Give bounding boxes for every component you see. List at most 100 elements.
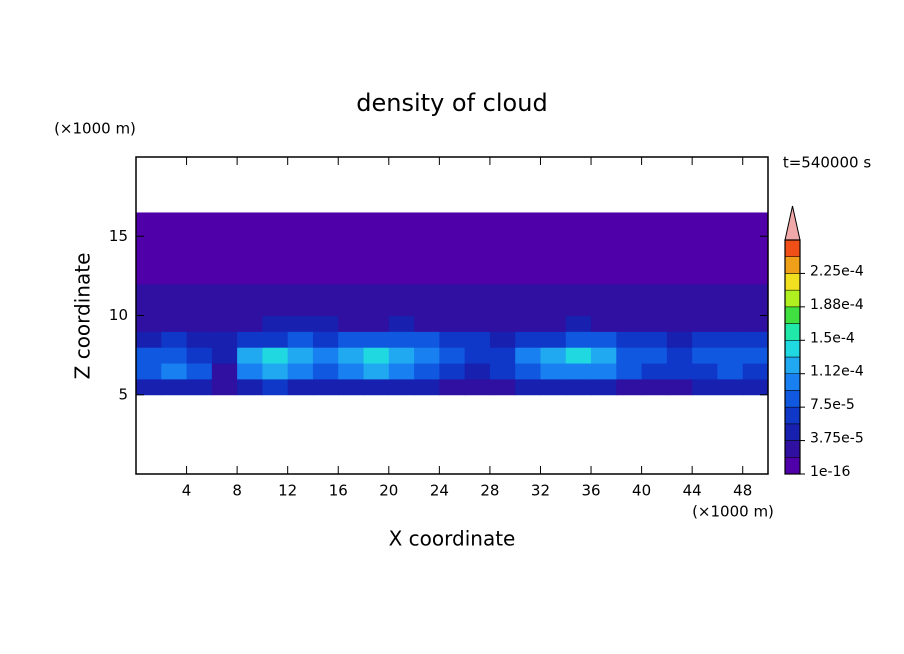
field-cell: [616, 347, 643, 364]
field-cell: [464, 363, 491, 380]
field-cell: [186, 315, 213, 332]
x-tick-label: 4: [182, 482, 192, 500]
colorbar-band: [784, 323, 801, 341]
field-cell: [414, 378, 440, 396]
x-tick-label: 24: [430, 482, 449, 500]
x-unit-label: (×1000 m): [692, 503, 774, 521]
field-cell: [363, 212, 390, 285]
field-cell: [161, 347, 188, 364]
x-tick-label: 36: [581, 482, 600, 500]
field-cell: [186, 331, 213, 348]
y-tick-label: 15: [109, 227, 128, 245]
colorbar-band: [784, 340, 801, 358]
field-cell: [692, 315, 718, 332]
colorbar-band: [784, 406, 801, 425]
field-cell: [414, 347, 440, 364]
field-cell: [136, 363, 162, 380]
colorbar-band: [784, 356, 801, 374]
field-cell: [363, 331, 390, 348]
field-cell: [262, 378, 289, 396]
x-tick-label: 20: [379, 482, 398, 500]
y-axis-label: Z coordinate: [71, 253, 95, 380]
field-cell: [262, 347, 289, 364]
field-cell: [312, 363, 339, 380]
colorbar-band: [784, 390, 801, 408]
field-cell: [717, 363, 744, 380]
field-cell: [515, 212, 541, 285]
field-cell: [312, 347, 339, 364]
field-cell: [616, 283, 643, 316]
colorbar-tick-label: 1.5e-4: [810, 330, 855, 346]
field-cell: [439, 212, 466, 285]
field-cell: [287, 331, 314, 348]
field-cell: [515, 283, 541, 316]
field-cell: [136, 331, 162, 348]
colorbar-band: [784, 239, 801, 257]
colorbar-tick-label: 7.5e-5: [810, 397, 855, 413]
field-cell: [414, 331, 440, 348]
field-cell: [186, 283, 213, 316]
field-cell: [641, 347, 668, 364]
field-cell: [565, 315, 592, 332]
field-cell: [414, 315, 440, 332]
field-cell: [742, 212, 769, 285]
field-cell: [692, 347, 718, 364]
field-cell: [363, 315, 390, 332]
field-cell: [338, 212, 365, 285]
field-cell: [540, 363, 567, 380]
field-cell: [666, 315, 693, 332]
x-tick-label: 48: [733, 482, 752, 500]
field-cell: [464, 378, 491, 396]
colorbar-tick-label: 1e-16: [810, 464, 850, 480]
field-cell: [211, 331, 238, 348]
field-cell: [287, 347, 314, 364]
field-cell: [641, 212, 668, 285]
x-axis-label: X coordinate: [389, 527, 516, 551]
field-cell: [742, 347, 769, 364]
field-cell: [515, 363, 541, 380]
field-cell: [262, 363, 289, 380]
field-cell: [464, 315, 491, 332]
field-cell: [388, 347, 415, 364]
field-cell: [186, 212, 213, 285]
colorbar-band: [784, 273, 801, 291]
field-cell: [540, 331, 567, 348]
field-cell: [388, 378, 415, 396]
field-cell: [717, 378, 744, 396]
field-cell: [692, 283, 718, 316]
field-cell: [161, 363, 188, 380]
field-cell: [464, 283, 491, 316]
field-cell: [161, 315, 188, 332]
field-cell: [742, 283, 769, 316]
field-cell: [211, 363, 238, 380]
y-unit-label: (×1000 m): [54, 120, 136, 138]
field-cell: [616, 363, 643, 380]
field-cell: [439, 315, 466, 332]
field-cell: [338, 347, 365, 364]
field-cell: [136, 347, 162, 364]
field-cell: [489, 315, 516, 332]
colorbar-band: [784, 289, 801, 308]
field-cell: [742, 378, 769, 396]
field-cell: [262, 212, 289, 285]
field-cell: [641, 283, 668, 316]
field-cell: [338, 315, 365, 332]
field-cell: [287, 315, 314, 332]
field-cell: [591, 283, 617, 316]
field-cell: [591, 378, 617, 396]
field-cell: [312, 331, 339, 348]
field-cell: [312, 283, 339, 316]
x-tick-label: 32: [531, 482, 550, 500]
field-cell: [363, 363, 390, 380]
colorbar-band: [784, 457, 801, 475]
field-cell: [489, 347, 516, 364]
field-cell: [262, 315, 289, 332]
field-cell: [363, 378, 390, 396]
field-cell: [287, 363, 314, 380]
x-tick-label: 16: [329, 482, 348, 500]
field-cell: [641, 363, 668, 380]
field-cell: [237, 378, 263, 396]
field-cell: [363, 283, 390, 316]
field-cell: [692, 331, 718, 348]
